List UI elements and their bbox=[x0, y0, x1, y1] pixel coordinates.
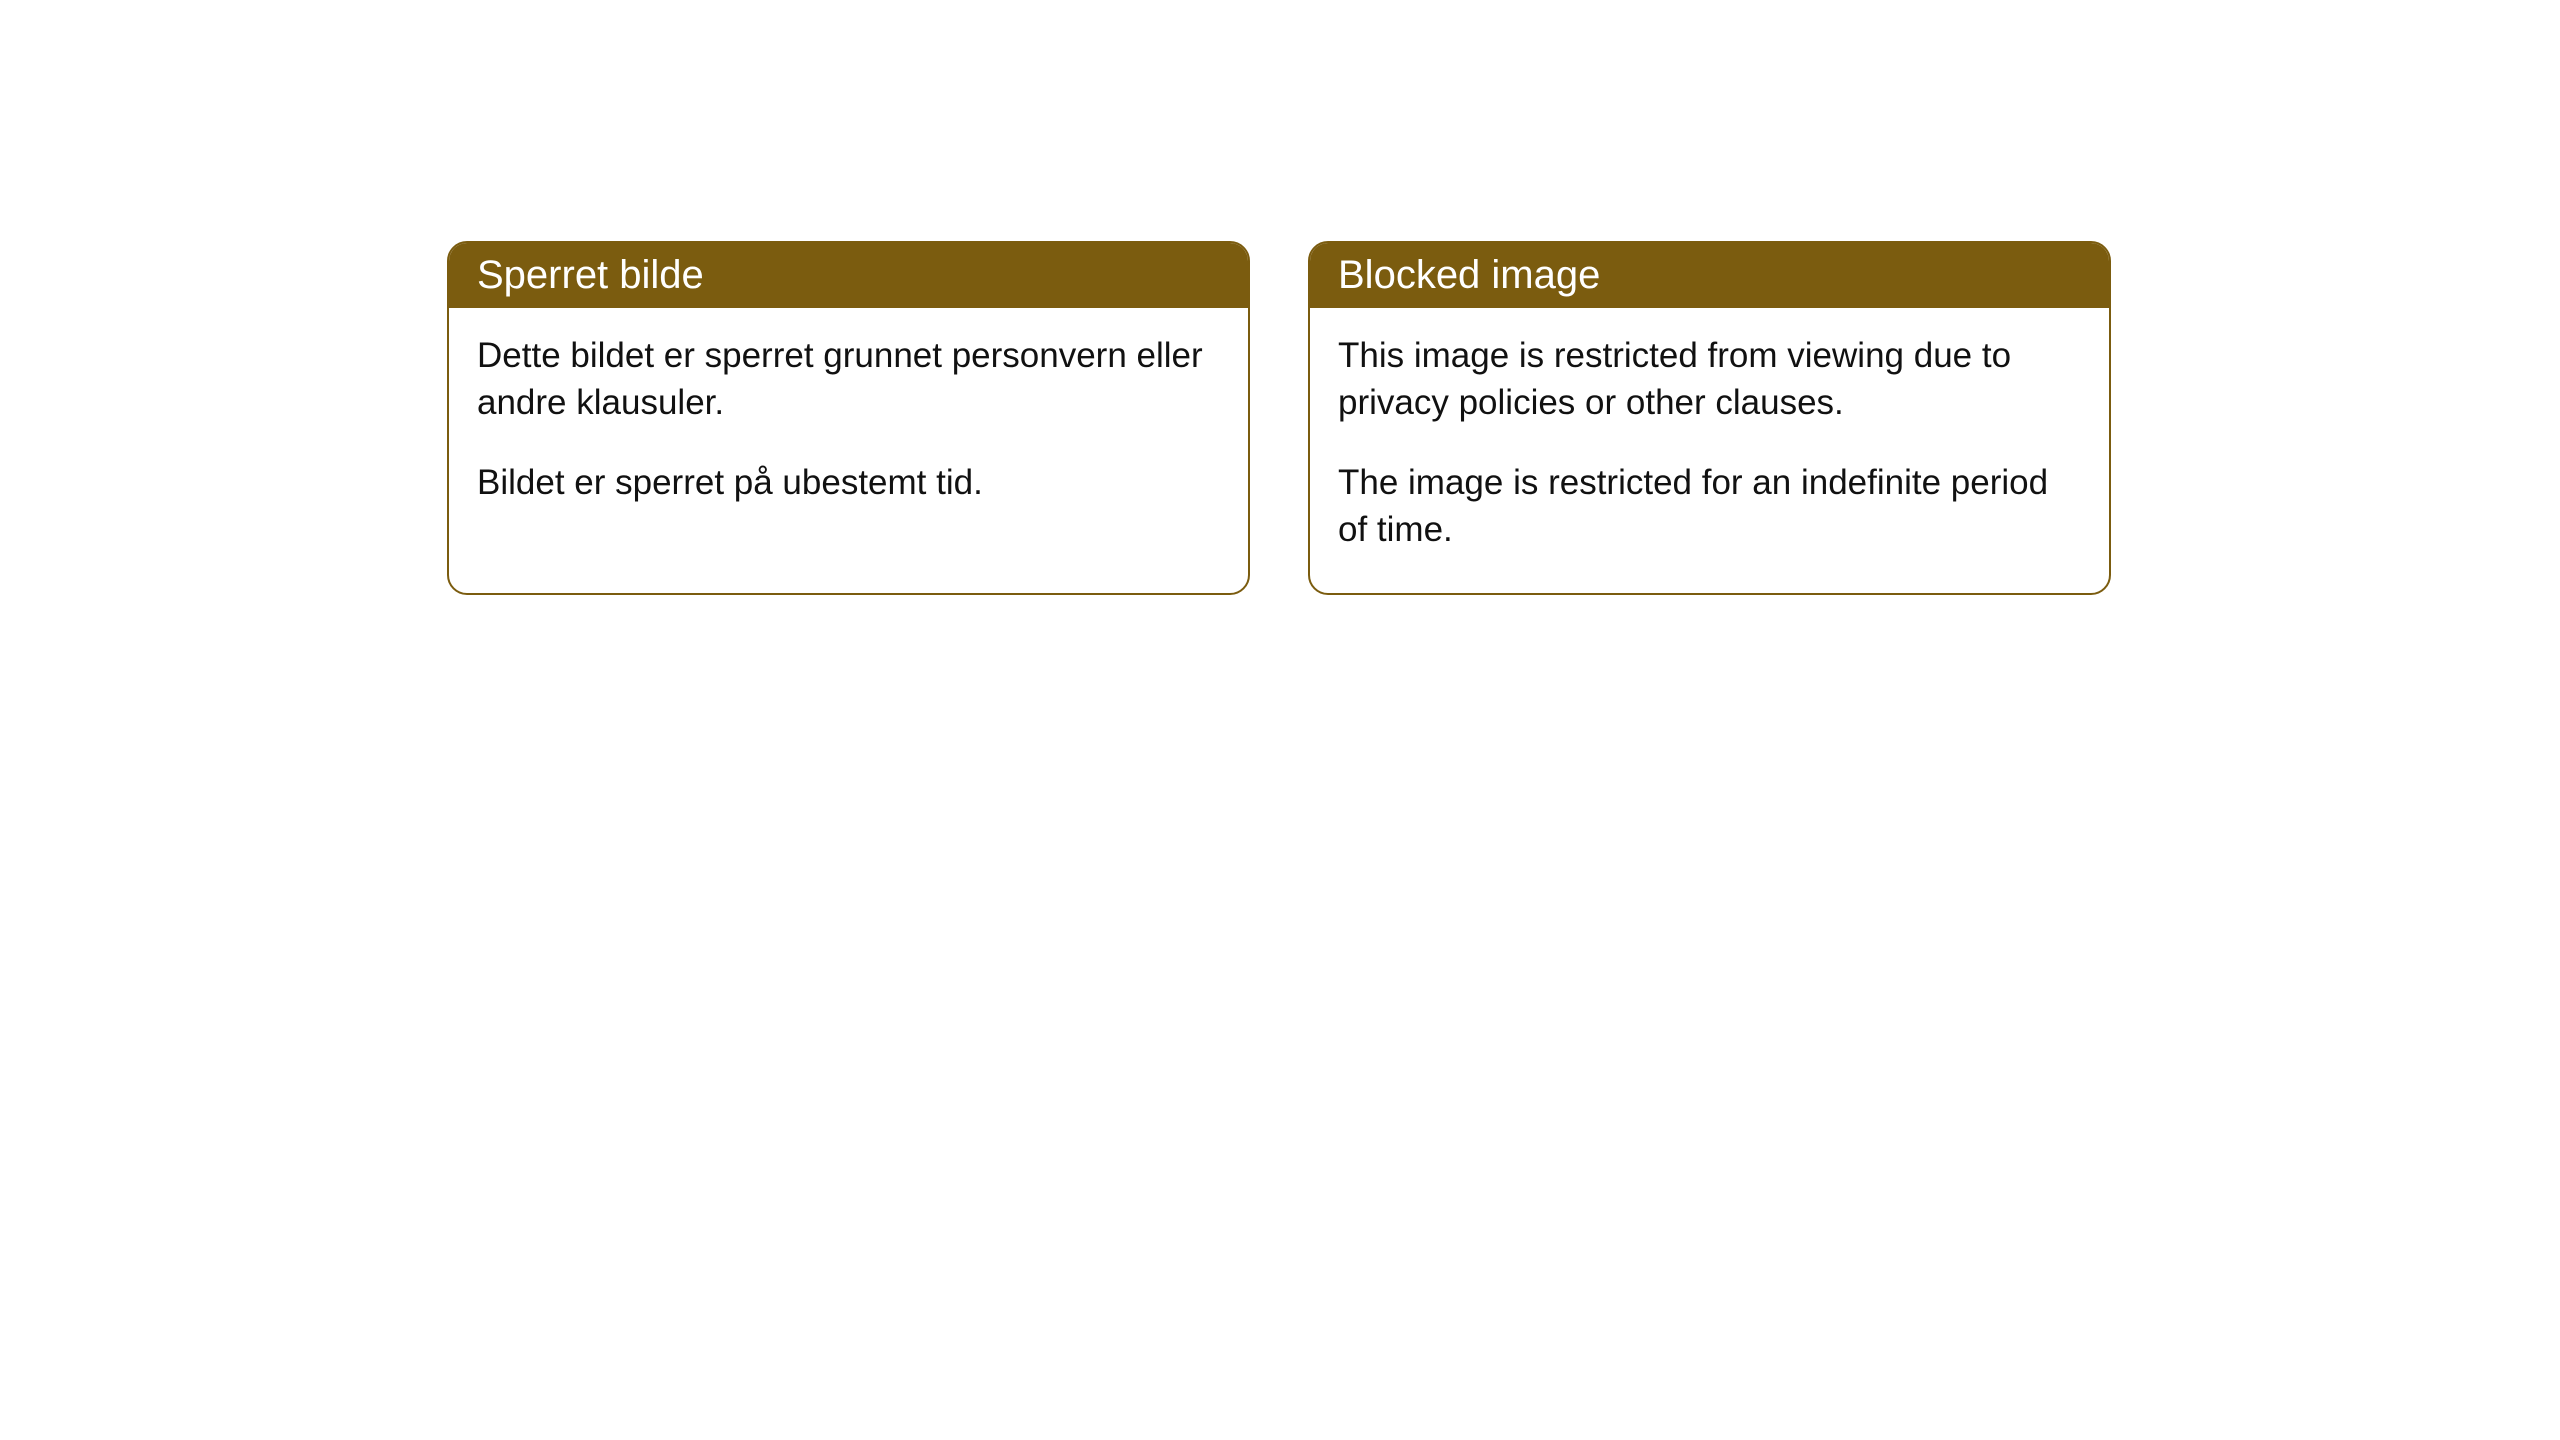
card-paragraph: Bildet er sperret på ubestemt tid. bbox=[477, 459, 1220, 506]
card-header: Blocked image bbox=[1310, 243, 2109, 308]
card-body: This image is restricted from viewing du… bbox=[1310, 308, 2109, 593]
card-title: Blocked image bbox=[1338, 253, 1600, 297]
card-header: Sperret bilde bbox=[449, 243, 1248, 308]
card-paragraph: This image is restricted from viewing du… bbox=[1338, 332, 2081, 427]
blocked-image-card-english: Blocked image This image is restricted f… bbox=[1308, 241, 2111, 595]
blocked-image-card-norwegian: Sperret bilde Dette bildet er sperret gr… bbox=[447, 241, 1250, 595]
card-paragraph: The image is restricted for an indefinit… bbox=[1338, 459, 2081, 554]
card-body: Dette bildet er sperret grunnet personve… bbox=[449, 308, 1248, 546]
notice-cards-container: Sperret bilde Dette bildet er sperret gr… bbox=[447, 241, 2111, 595]
card-paragraph: Dette bildet er sperret grunnet personve… bbox=[477, 332, 1220, 427]
card-title: Sperret bilde bbox=[477, 253, 704, 297]
